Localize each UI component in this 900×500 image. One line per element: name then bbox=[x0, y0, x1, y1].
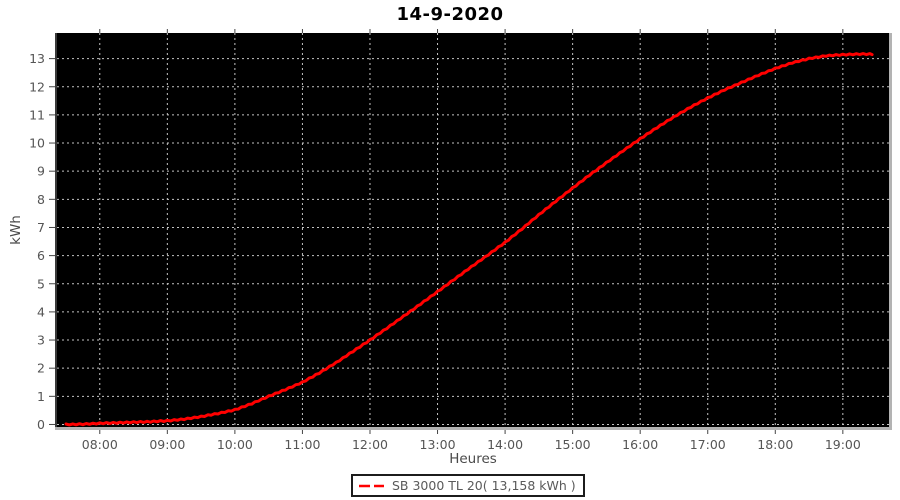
y-tick-label: 8 bbox=[37, 192, 45, 207]
x-tick-label: 13:00 bbox=[420, 437, 456, 452]
y-tick-label: 9 bbox=[37, 164, 45, 179]
x-tick-label: 08:00 bbox=[82, 437, 118, 452]
x-tick-label: 16:00 bbox=[622, 437, 658, 452]
legend-line-marker bbox=[359, 484, 388, 487]
x-axis-label: Heures bbox=[449, 451, 497, 467]
y-tick-label: 5 bbox=[37, 276, 45, 291]
x-tick-label: 11:00 bbox=[284, 437, 320, 452]
y-tick-label: 10 bbox=[29, 136, 45, 151]
y-tick-label: 7 bbox=[37, 220, 45, 235]
plot-area bbox=[57, 33, 889, 427]
x-tick-label: 10:00 bbox=[217, 437, 253, 452]
x-tick-label: 15:00 bbox=[555, 437, 591, 452]
y-tick-label: 2 bbox=[37, 361, 45, 376]
y-tick-label: 3 bbox=[37, 333, 45, 348]
chart-title: 14-9-2020 bbox=[396, 4, 504, 25]
x-tick-label: 14:00 bbox=[487, 437, 523, 452]
y-tick-label: 13 bbox=[29, 51, 45, 66]
y-axis-label: kWh bbox=[8, 215, 24, 245]
x-tick-label: 12:00 bbox=[352, 437, 388, 452]
y-tick-label: 11 bbox=[29, 107, 45, 122]
y-tick-label: 12 bbox=[29, 79, 45, 94]
y-tick-label: 0 bbox=[37, 417, 45, 432]
y-tick-label: 6 bbox=[37, 248, 45, 263]
legend-label: SB 3000 TL 20( 13,158 kWh ) bbox=[392, 478, 576, 493]
y-tick-label: 4 bbox=[37, 304, 45, 319]
x-tick-label: 09:00 bbox=[149, 437, 185, 452]
y-tick-label: 1 bbox=[37, 389, 45, 404]
x-tick-label: 19:00 bbox=[825, 437, 861, 452]
x-tick-label: 17:00 bbox=[690, 437, 726, 452]
energy-curve bbox=[64, 52, 874, 427]
legend: SB 3000 TL 20( 13,158 kWh ) bbox=[351, 474, 585, 497]
x-tick-label: 18:00 bbox=[757, 437, 793, 452]
